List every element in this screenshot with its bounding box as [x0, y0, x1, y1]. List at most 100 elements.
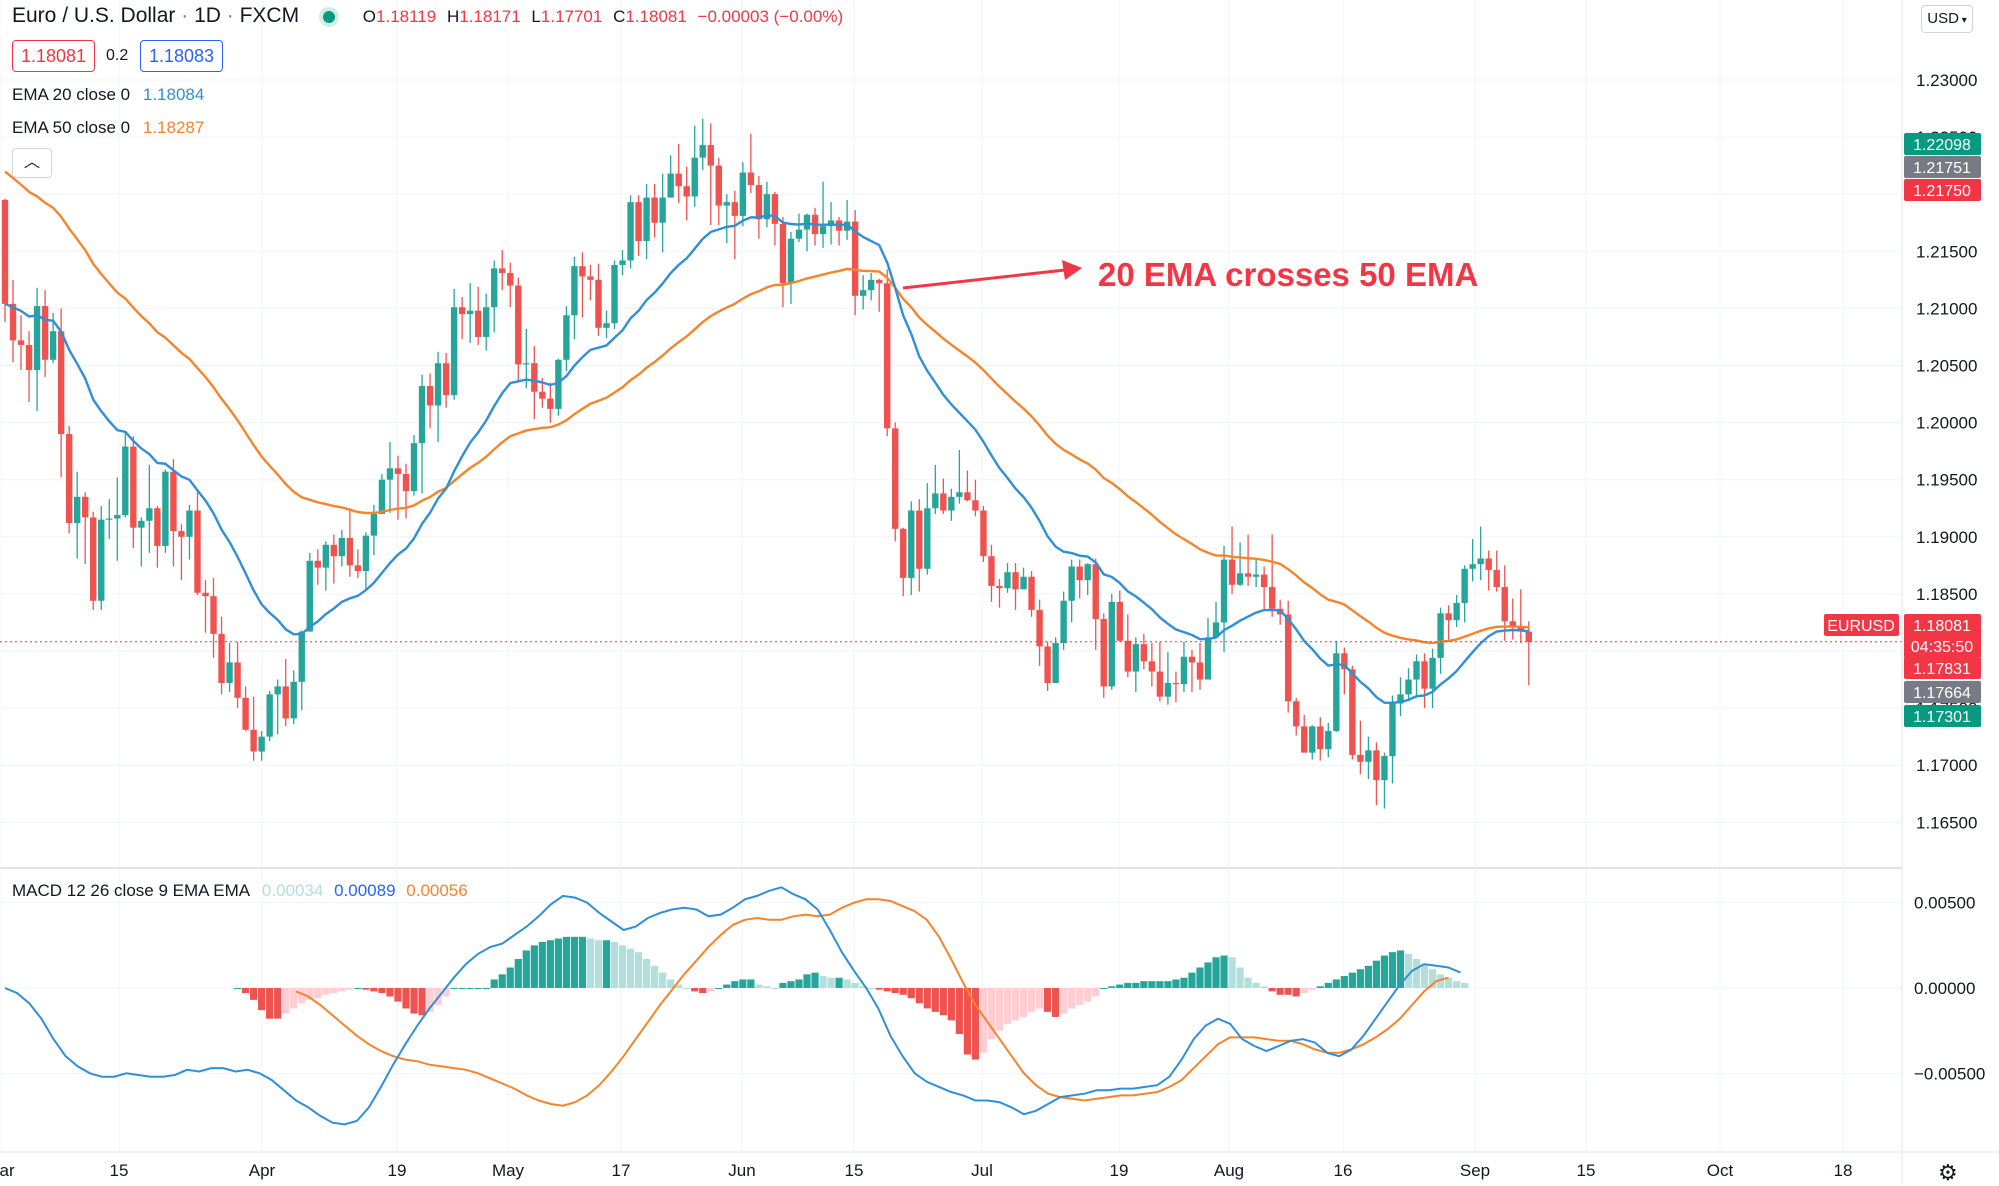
candle-body: [298, 631, 305, 682]
candle-body: [1461, 568, 1468, 604]
candle: [932, 464, 939, 514]
candle: [378, 473, 386, 514]
candle: [1501, 565, 1508, 641]
candle: [1116, 590, 1123, 642]
macd-histogram-bar: [1340, 976, 1348, 988]
macd-histogram-bar: [274, 987, 282, 1019]
candle: [571, 256, 578, 340]
candle: [683, 166, 690, 221]
candle: [1252, 559, 1260, 588]
candle-body: [1044, 646, 1051, 683]
macd-histogram-bar: [1445, 977, 1453, 988]
price-tag: 1.21751: [1904, 156, 1981, 178]
currency-selector[interactable]: USD ▾: [1921, 5, 1973, 33]
candle: [1028, 571, 1035, 617]
candle-body: [1164, 682, 1172, 697]
macd-histogram-bar: [554, 938, 562, 988]
time-tick-label: 16: [1334, 1161, 1353, 1180]
candle-body: [667, 173, 674, 198]
macd-histogram-bar: [1164, 981, 1172, 988]
macd-histogram-bar: [442, 987, 450, 997]
candle-body: [1244, 573, 1252, 577]
candle: [1132, 637, 1140, 693]
macd-histogram-bar: [258, 987, 266, 1011]
macd-histogram-bar: [386, 987, 394, 997]
candle-body: [571, 266, 578, 316]
candle: [988, 544, 995, 602]
interval-label[interactable]: 1D: [194, 4, 221, 27]
candle-body: [587, 276, 594, 280]
macd-histogram-bar: [763, 986, 771, 988]
price-tag-value: 1.17301: [1913, 709, 1971, 726]
price-tag-background: [1904, 179, 1981, 201]
candle-body: [595, 279, 602, 328]
candle: [25, 331, 33, 403]
macd-histogram-bar: [1453, 981, 1461, 988]
candle: [306, 552, 313, 632]
time-tick-label: Jun: [728, 1161, 755, 1180]
chart-legend-header[interactable]: Euro / U.S. Dollar · 1D · FXCM O1.18119 …: [12, 4, 849, 28]
candle-body: [1429, 657, 1436, 689]
candle-body: [932, 493, 939, 509]
candle-body: [803, 214, 811, 230]
macd-histogram-bar: [506, 967, 514, 988]
candle-body: [49, 331, 57, 360]
macd-hist-value: 0.00034: [261, 881, 324, 900]
candle-body: [491, 268, 498, 308]
candle: [643, 183, 650, 260]
candle: [1188, 649, 1196, 693]
candle-body: [234, 662, 241, 698]
candle-body: [354, 565, 362, 572]
macd-histogram-bar: [947, 987, 955, 1021]
macd-histogram-bar: [1292, 987, 1300, 997]
candle-body: [1325, 730, 1332, 750]
price-tag-background: [1904, 657, 1981, 679]
candle: [1004, 563, 1011, 593]
candle: [9, 279, 17, 363]
candle-body: [908, 510, 915, 578]
macd-histogram-bar: [370, 987, 378, 992]
candle: [1309, 725, 1316, 760]
candle-body: [17, 340, 25, 345]
macd-histogram-bar: [1204, 962, 1212, 988]
ema20-legend[interactable]: EMA 20 close 0 1.18084: [12, 85, 205, 104]
macd-histogram-bar: [530, 945, 538, 988]
macd-histogram-bar: [771, 987, 779, 989]
gear-icon[interactable]: ⚙: [1938, 1160, 1958, 1185]
price-tag-value: 1.18081: [1913, 618, 1971, 635]
sell-button[interactable]: 1.18081: [12, 40, 96, 72]
candle-body: [1204, 637, 1212, 680]
candle-body: [1469, 564, 1476, 569]
candle: [916, 499, 923, 592]
buy-button[interactable]: 1.18083: [140, 40, 224, 72]
candle: [33, 287, 41, 412]
candle: [1068, 559, 1075, 623]
candle: [1148, 643, 1156, 687]
candle-body: [418, 386, 426, 444]
macd-histogram-bar: [1388, 952, 1397, 988]
candle-body: [346, 537, 354, 566]
candle-body: [1445, 613, 1452, 621]
candle: [410, 435, 418, 496]
symbol-name[interactable]: Euro / U.S. Dollar: [12, 4, 176, 27]
candle: [41, 290, 49, 377]
macd-histogram-bar: [314, 987, 322, 999]
macd-legend[interactable]: MACD 12 26 close 9 EMA EMA 0.00034 0.000…: [12, 881, 468, 900]
macd-histogram-bar: [1196, 967, 1204, 988]
macd-histogram-bar: [827, 977, 835, 988]
macd-axis[interactable]: 0.00500 0.00000 −0.00500: [1914, 894, 1985, 1084]
candle-body: [138, 520, 145, 528]
time-axis[interactable]: Mar 15 Apr 19 May 17 Jun 15 Jul 19 Aug 16 Sep 15 Oct 18: [0, 1161, 1852, 1180]
candle: [1052, 637, 1059, 683]
candle-body: [218, 633, 225, 683]
ema50-value: 1.18287: [142, 118, 205, 137]
candle: [972, 479, 979, 517]
collapse-legend-button[interactable]: ︿: [12, 148, 52, 178]
time-tick-label: Mar: [0, 1161, 15, 1180]
price-tag-background: [1904, 614, 1981, 658]
candle-body: [555, 359, 562, 409]
candle-series[interactable]: [1, 118, 1532, 809]
candle-body: [210, 596, 217, 634]
ema50-legend[interactable]: EMA 50 close 0 1.18287: [12, 118, 205, 137]
